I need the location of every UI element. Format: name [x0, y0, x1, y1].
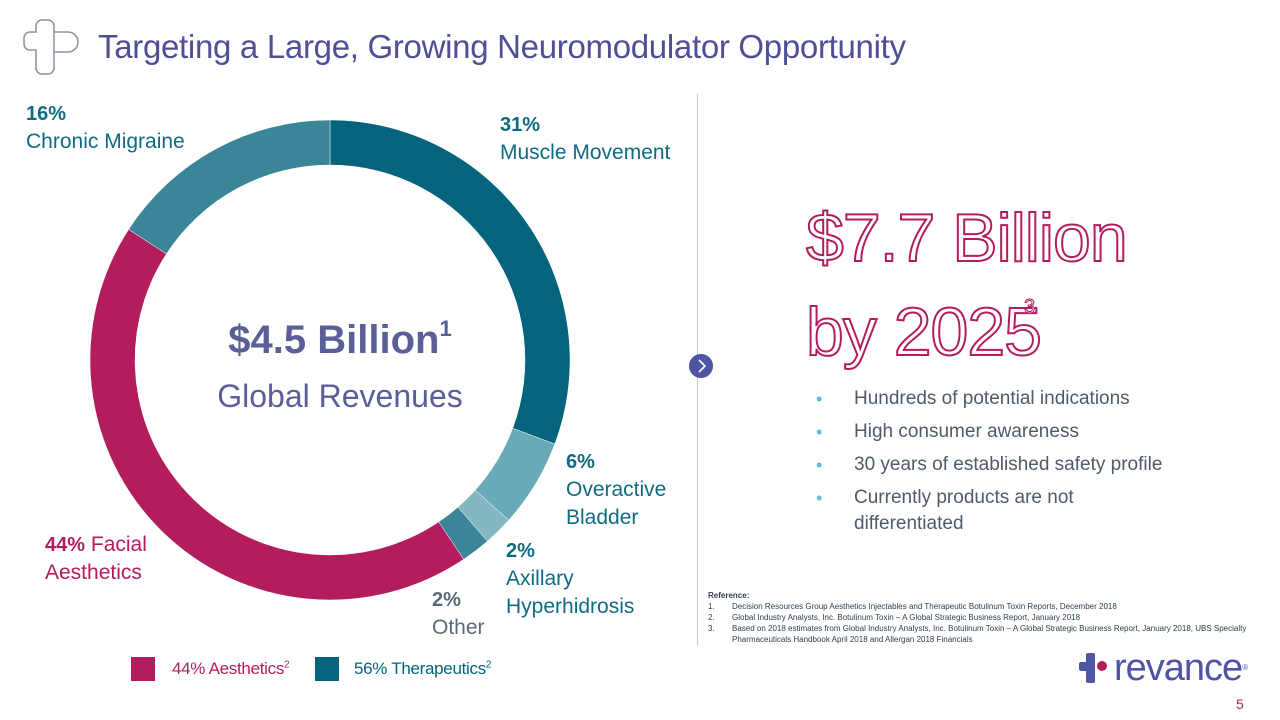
list-item: High consumer awareness [812, 419, 1232, 445]
donut-center-amount: $4.5 Billion1 [228, 316, 452, 362]
muscle-label: Muscle Movement [500, 141, 671, 164]
references-title: Reference: [708, 591, 750, 600]
reference-item: 1. Decision Resources Group Aesthetics In… [708, 602, 1117, 611]
donut-center-label: Global Revenues [217, 378, 463, 414]
muscle-pct: 31% [500, 114, 541, 136]
facial-label-line2: Aesthetics [45, 561, 142, 584]
list-item: Hundreds of potential indications [812, 386, 1232, 412]
donut-slice-facial [89, 229, 465, 601]
donut-slice-migraine [128, 119, 331, 255]
brand-name: revance® [1114, 647, 1248, 689]
revance-logo: revance® [1078, 647, 1248, 689]
legend-swatch-aesthetics [131, 657, 155, 681]
migraine-pct: 16% [26, 103, 67, 125]
other-label: Other [432, 616, 485, 639]
references: Reference: 1. Decision Resources Group Ae… [708, 590, 1263, 645]
migraine-label: Chronic Migraine [26, 130, 185, 153]
projection-footnote-mark: 3 [1023, 296, 1036, 319]
facial-label-line1: Facial [90, 533, 147, 556]
chevron-right-icon[interactable] [689, 354, 713, 378]
bladder-pct: 6% [566, 451, 595, 473]
legend-label-aesthetics: 44% Aesthetics2 [172, 659, 290, 678]
axillary-label-line2: Hyperhidrosis [506, 595, 635, 618]
list-item: 30 years of established safety profile [812, 452, 1232, 478]
slice-label-other: 2% Other [432, 586, 485, 642]
legend-label-therapeutics: 56% Therapeutics2 [354, 659, 492, 678]
revance-logo-icon [1079, 653, 1107, 683]
bladder-label-line2: Bladder [566, 506, 639, 529]
projection-amount: $7.7 Billion [805, 199, 1129, 277]
reference-item: 3. Based on 2018 estimates from Global In… [708, 624, 1247, 644]
revenue-donut-chart [89, 119, 571, 601]
list-item: Currently products are not differentiate… [812, 485, 1124, 537]
projection-year: by 2025 [805, 293, 1043, 371]
axillary-label-line1: Axillary [506, 567, 574, 590]
slice-label-axillary: 2% Axillary Hyperhidrosis [506, 537, 634, 621]
reference-item: 2. Global Industry Analysts, Inc. Botulin… [708, 613, 1081, 622]
slice-label-facial: 44% Facial Aesthetics [45, 531, 147, 587]
bladder-label-line1: Overactive [566, 478, 667, 501]
brand-mark-outline-icon [23, 19, 79, 75]
highlights-list: Hundreds of potential indications High c… [812, 386, 1232, 544]
legend-swatch-therapeutics [315, 657, 339, 681]
page-number: 5 [1236, 696, 1244, 712]
slice-label-bladder: 6% Overactive Bladder [566, 448, 666, 532]
page-title: Targeting a Large, Growing Neuromodulato… [98, 28, 906, 65]
slice-label-muscle: 31% Muscle Movement [500, 111, 670, 167]
slice-label-migraine: 16% Chronic Migraine [26, 100, 185, 156]
facial-pct: 44% [45, 534, 86, 556]
other-pct: 2% [432, 589, 461, 611]
axillary-pct: 2% [506, 540, 535, 562]
